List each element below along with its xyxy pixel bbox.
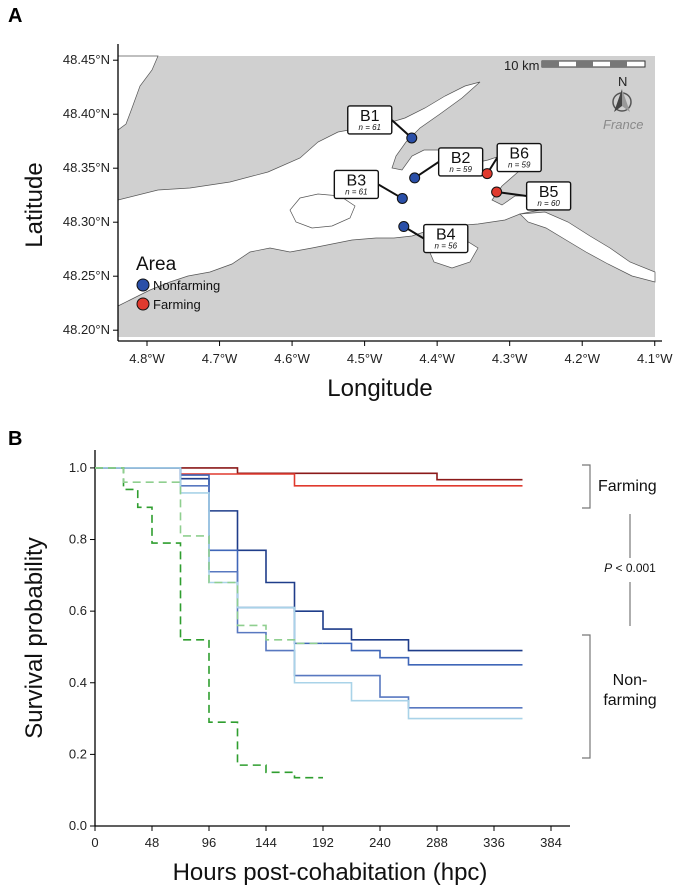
p-value: P < 0.001 <box>604 561 656 575</box>
site-label-box <box>525 181 572 211</box>
nonfarming-label-line1: Non- <box>613 672 648 689</box>
chart-x-tick-label: 144 <box>255 835 277 850</box>
site-marker <box>481 168 493 180</box>
p-value-symbol: P <box>604 561 612 575</box>
panel-a-label: A <box>8 5 22 27</box>
site-b4: B4n = 56 <box>398 221 469 254</box>
map-x-tick-label: 4.8°W <box>129 351 165 366</box>
site-b5: B5n = 60 <box>491 181 572 211</box>
map-y-tick-label: 48.25°N <box>63 268 110 283</box>
site-marker <box>409 172 421 184</box>
map-y-tick-label: 48.30°N <box>63 214 110 229</box>
north-arrow-icon <box>612 89 632 112</box>
map-y-tick-label: 48.35°N <box>63 160 110 175</box>
site-sample-size: n = 59 <box>508 161 531 170</box>
map-y-tick-label: 48.20°N <box>63 322 110 337</box>
map-sea <box>289 193 356 229</box>
site-label-box <box>423 223 469 254</box>
site-sample-size: n = 60 <box>537 199 560 208</box>
site-sample-size: n = 61 <box>345 187 367 196</box>
map-y-tick-label: 48.45°N <box>63 52 110 67</box>
site-b3: B3n = 61 <box>333 169 408 204</box>
survival-curve-6 <box>95 467 523 720</box>
site-b2: B2n = 59 <box>409 147 484 184</box>
map-x-title: Longitude <box>327 375 432 402</box>
survival-curve-2 <box>95 467 523 487</box>
map-x-tick-label: 4.7°W <box>202 351 238 366</box>
map-x-tick-label: 4.1°W <box>637 351 673 366</box>
chart-x-tick-label: 288 <box>426 835 448 850</box>
chart-y-title: Survival probability <box>21 537 48 738</box>
site-sample-size: n = 59 <box>449 165 472 174</box>
survival-curve-3 <box>95 467 523 652</box>
map-y-tick-label: 48.40°N <box>63 106 110 121</box>
map-sea <box>519 211 656 283</box>
nonfarming-bracket <box>582 634 591 759</box>
chart-x-tick-label: 192 <box>312 835 334 850</box>
site-marker <box>398 221 410 233</box>
farming-bracket <box>582 464 591 509</box>
site-label-box <box>347 105 393 135</box>
legend-label-farming: Farming <box>153 297 201 312</box>
chart-x-tick-label: 0 <box>91 835 98 850</box>
farming-label: Farming <box>598 478 657 495</box>
site-sample-size: n = 56 <box>435 242 458 251</box>
chart-y-tick-label: 0.8 <box>69 532 87 547</box>
chart-x-tick-label: 336 <box>483 835 505 850</box>
map-x-tick-label: 4.3°W <box>492 351 528 366</box>
site-label: B1 <box>360 108 380 125</box>
legend-label-nonfarming: Nonfarming <box>153 278 220 293</box>
map-sea <box>117 55 159 131</box>
survival-curve-1 <box>95 467 523 481</box>
panel-b-label: B <box>8 428 22 450</box>
legend-marker-farming <box>136 297 150 311</box>
map-x-tick-label: 4.2°W <box>564 351 600 366</box>
legend-title: Area <box>136 254 177 275</box>
site-marker <box>491 186 503 198</box>
legend-marker-nonfarming <box>136 278 150 292</box>
site-marker <box>406 132 418 144</box>
site-label: B6 <box>509 146 529 163</box>
map-x-tick-label: 4.4°W <box>419 351 455 366</box>
site-label: B3 <box>347 172 367 189</box>
chart-y-tick-label: 0.2 <box>69 746 87 761</box>
site-label: B5 <box>539 184 559 201</box>
site-label-box <box>437 147 484 177</box>
scale-bar <box>541 60 646 68</box>
nonfarming-label-line2: farming <box>603 692 656 709</box>
site-label-box <box>496 142 542 173</box>
scale-bar-label: 10 km <box>504 58 539 73</box>
site-label: B2 <box>451 150 471 167</box>
chart-y-tick-label: 0.6 <box>69 603 87 618</box>
map-x-tick-label: 4.6°W <box>274 351 310 366</box>
chart-y-tick-label: 1.0 <box>69 460 87 475</box>
site-label-box <box>333 169 380 200</box>
site-marker <box>396 192 408 204</box>
survival-curve-4 <box>95 467 523 666</box>
p-value-text: < 0.001 <box>612 561 656 575</box>
survival-curve-8 <box>95 467 323 645</box>
country-label: France <box>603 117 643 132</box>
map-x-tick-label: 4.5°W <box>347 351 383 366</box>
survival-chart: 0 48 96 144 192 240 288 336 384 0.0 0.2 0.4 0.6 0.8 1.… <box>21 450 657 886</box>
chart-x-tick-label: 96 <box>202 835 216 850</box>
chart-x-tick-label: 240 <box>369 835 391 850</box>
north-label: N <box>618 74 627 89</box>
site-b1: B1n = 61 <box>347 105 418 144</box>
chart-x-title: Hours post-cohabitation (hpc) <box>173 859 488 886</box>
survival-curve-5 <box>95 467 523 709</box>
map-y-title: Latitude <box>21 162 48 247</box>
map-panel: 4.8°W 4.7°W 4.6°W 4.5°W 4.4°W 4.3°W 4.2°W 4.1°W… <box>21 44 673 402</box>
chart-x-tick-label: 48 <box>145 835 159 850</box>
site-b6: B6n = 59 <box>481 142 542 180</box>
chart-y-tick-label: 0.0 <box>69 818 87 833</box>
site-label: B4 <box>436 227 456 244</box>
chart-y-tick-label: 0.4 <box>69 675 87 690</box>
site-sample-size: n = 61 <box>359 123 381 132</box>
chart-x-tick-label: 384 <box>540 835 562 850</box>
